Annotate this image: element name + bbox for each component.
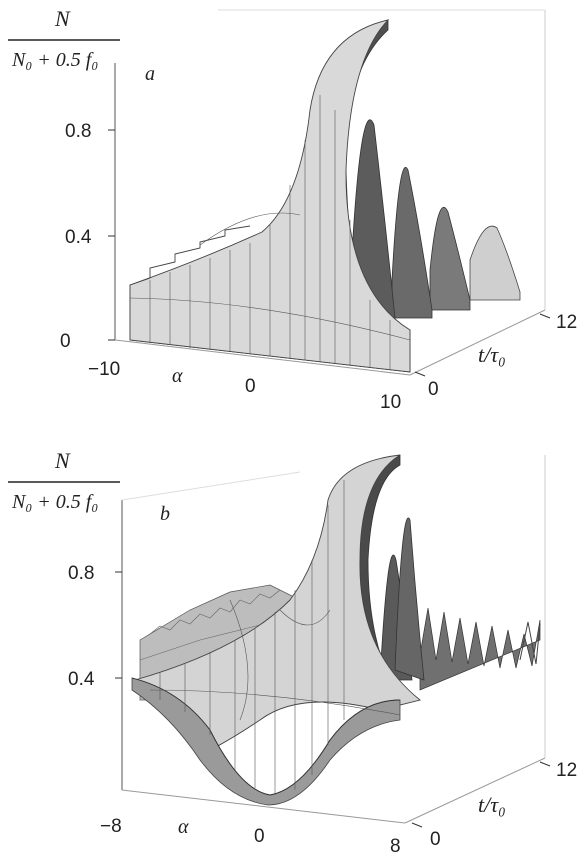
ridge-fin-3-a [391, 167, 433, 319]
ridge-fin-5-a [469, 225, 521, 301]
panel-a: N N₀ + 0.5 f₀ a 0 0.4 0.8 [8, 6, 577, 413]
mesh-lines-a [129, 95, 411, 370]
t-label-b: t/τ₀ [478, 792, 506, 817]
zlabel-numerator-a: N [54, 6, 71, 31]
main-peak-light-face-a [129, 19, 411, 373]
main-peak-light-face-b [134, 454, 421, 751]
t-tick-mark-12-b [539, 761, 551, 767]
t-tick-12-b: 12 [556, 760, 577, 781]
ridge-fin-4-a [429, 206, 471, 311]
staircase-rim-a [129, 225, 251, 286]
alpha-label-a: α [172, 365, 183, 387]
t-tick-mark-12-a [539, 313, 551, 319]
surface-b [131, 454, 541, 806]
panel-label-b: b [160, 503, 170, 525]
z-tick-label-04-a: 0.4 [65, 227, 92, 248]
t-axis-line-a [409, 309, 546, 376]
oscillation-fins-b [419, 607, 541, 691]
panel-label-a: a [145, 63, 155, 85]
alpha-axis-line-a [114, 339, 411, 376]
z-tick-label-08-a: 0.8 [65, 121, 91, 142]
alpha-tick-neg-b: −8 [100, 816, 122, 837]
t-tick-mark-0-b [411, 822, 423, 828]
alpha-tick-0-a: 0 [245, 376, 256, 397]
t-tick-0-a: 0 [428, 379, 439, 400]
mesh-lines-b [149, 480, 401, 795]
t-tick-12-a: 12 [556, 312, 577, 333]
alpha-label-b: α [178, 816, 189, 838]
t-axis-line-b [404, 757, 546, 824]
alpha-tick-pos-a: 10 [380, 392, 401, 413]
zlabel-denominator-b: N₀ + 0.5 f₀ [11, 491, 98, 513]
panel-b: N N₀ + 0.5 f₀ b 0.4 0.8 [8, 448, 577, 857]
valley-edge-b [131, 677, 401, 796]
oscillation-tail-b [519, 621, 541, 665]
surface-a [129, 19, 521, 373]
zlabel-numerator-b: N [54, 448, 71, 473]
alpha-tick-0-b: 0 [254, 826, 265, 847]
top-edge-b [121, 471, 301, 501]
alpha-tick-neg-a: −10 [88, 359, 120, 380]
z-tick-label-08-b: 0.8 [68, 563, 94, 584]
zlabel-denominator-a: N₀ + 0.5 f₀ [11, 49, 98, 71]
z-tick-label-0-a: 0 [60, 331, 71, 352]
t-tick-mark-0-a [414, 371, 426, 377]
alpha-tick-pos-b: 8 [390, 836, 401, 857]
z-tick-label-04-b: 0.4 [68, 669, 95, 690]
t-tick-0-b: 0 [430, 829, 441, 850]
alpha-axis-line-b [121, 789, 406, 824]
t-label-a: t/τ₀ [478, 342, 506, 367]
ridge-fin-4-b [394, 517, 425, 681]
